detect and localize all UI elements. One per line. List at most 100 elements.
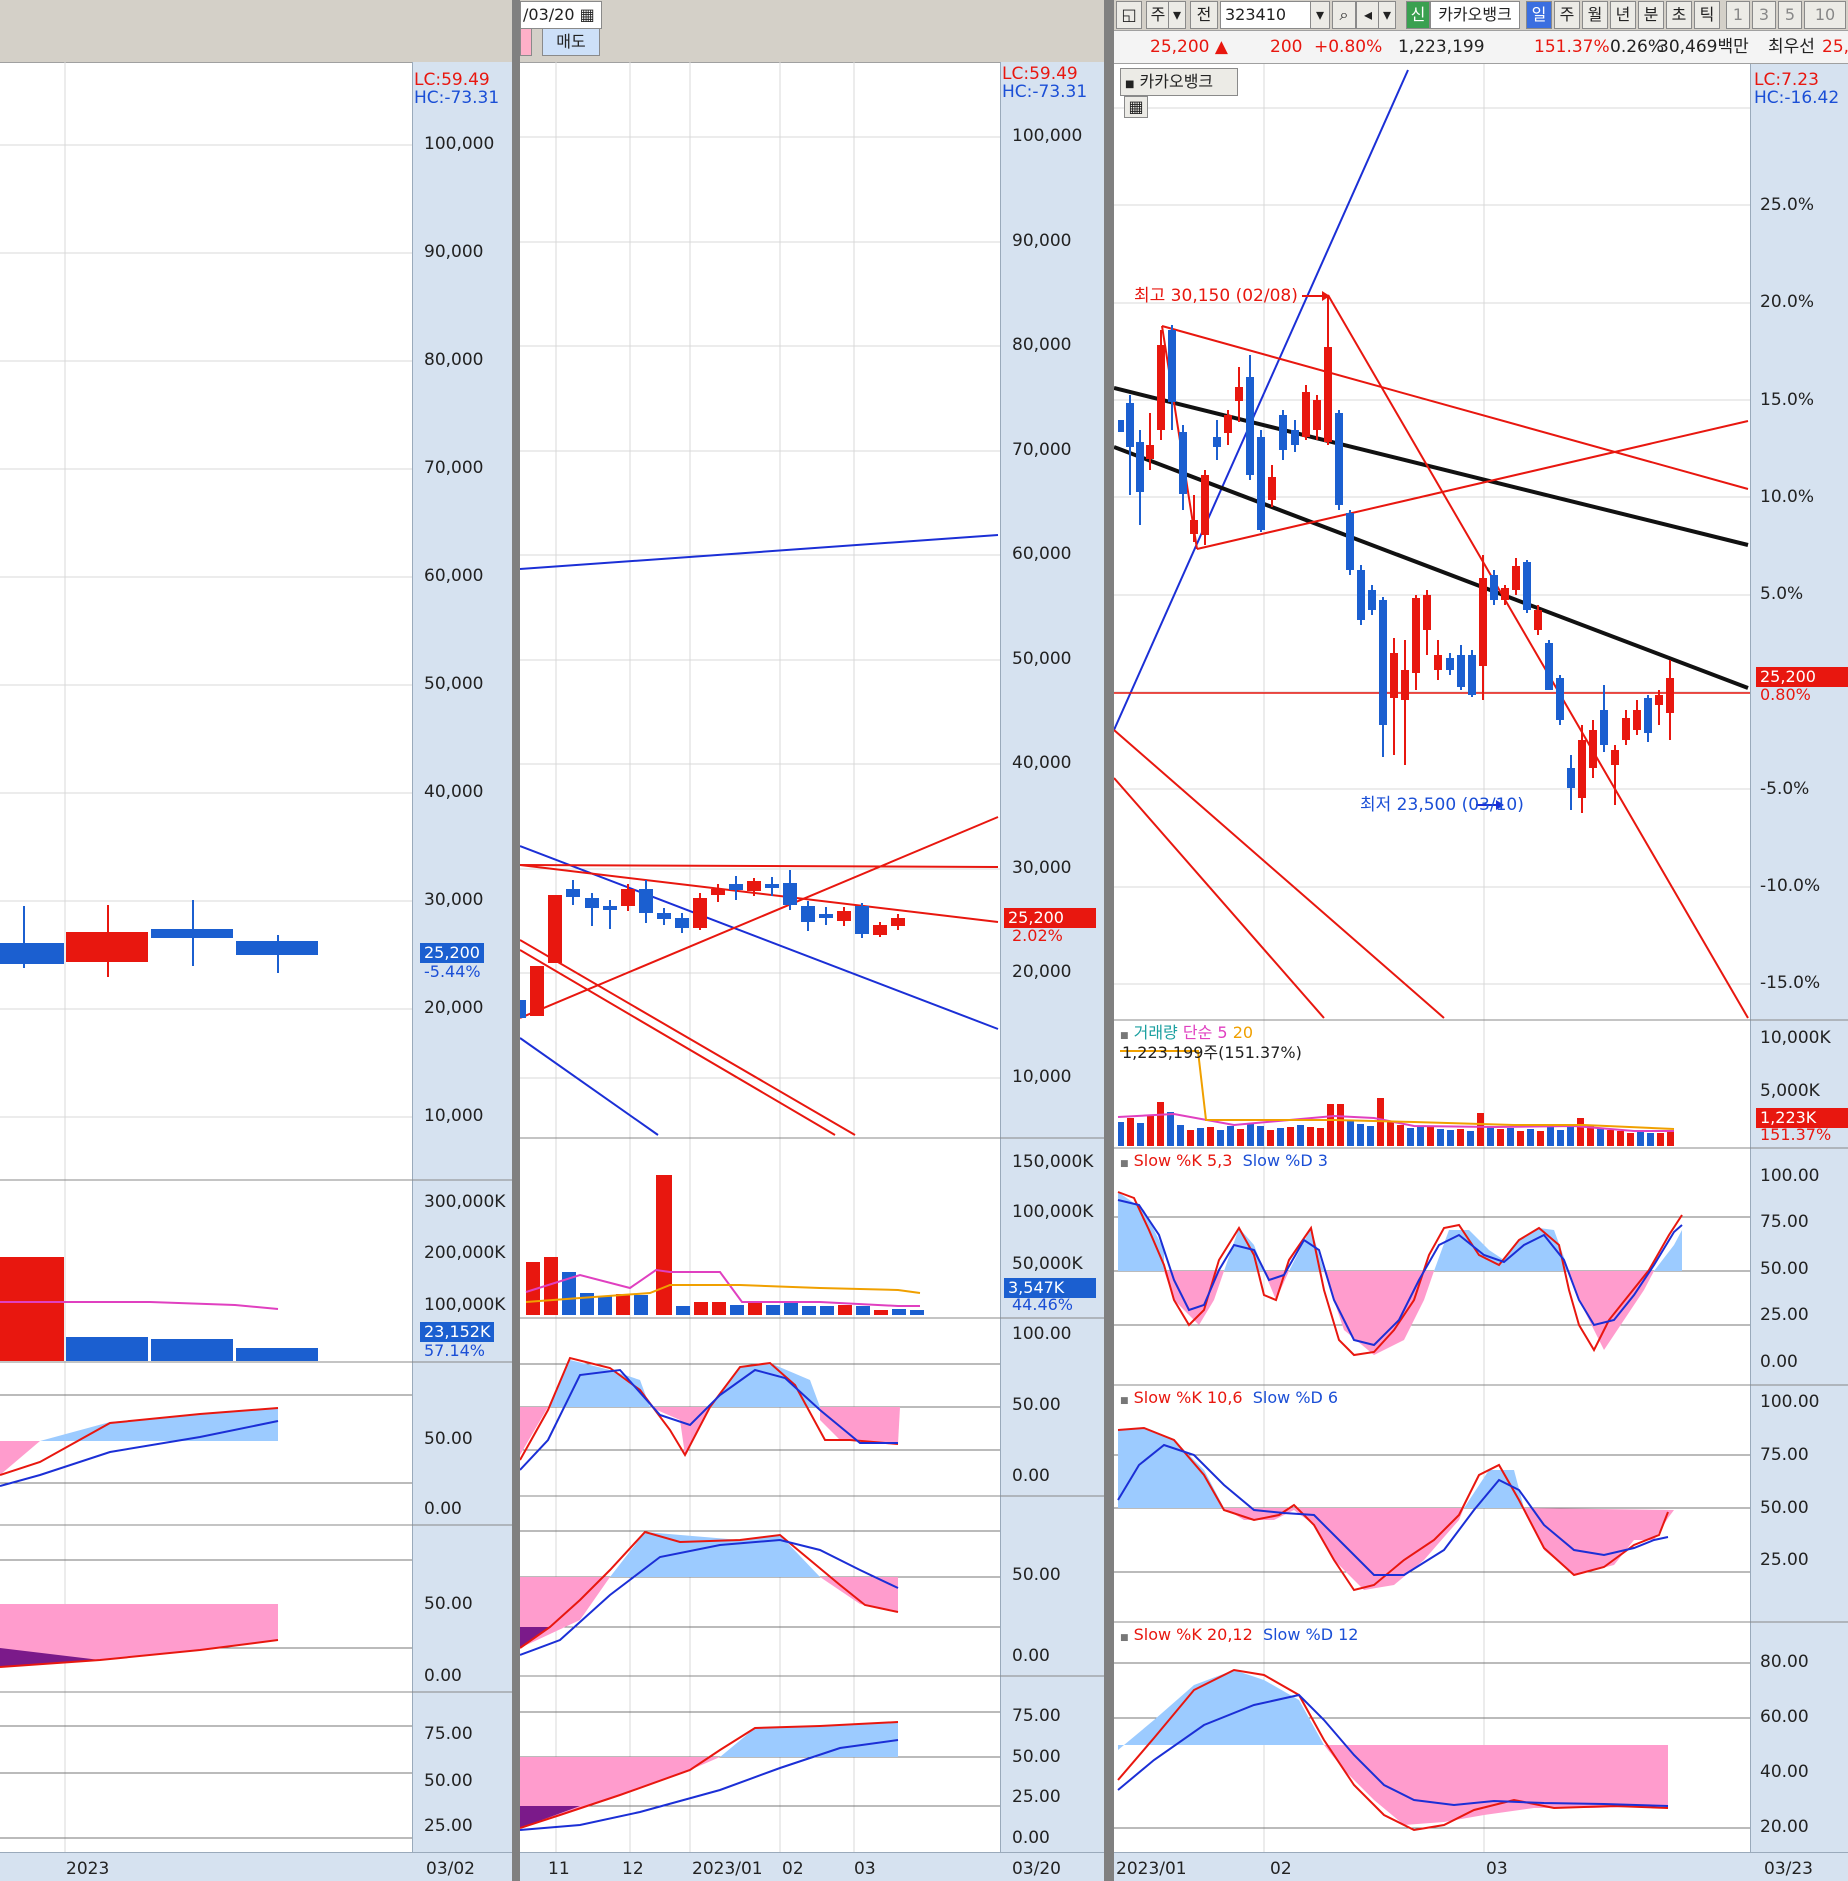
stoch2-tick: 50.00 (1760, 1498, 1809, 1518)
chevron-down-icon[interactable]: ▾ (1168, 1, 1186, 29)
middle-chart-svg[interactable] (520, 0, 1104, 1881)
right-lc-label: LC:7.23 (1754, 70, 1819, 90)
left-price-tick: 40,000 (424, 782, 484, 802)
right-vol-pct: 151.37% (1760, 1125, 1832, 1144)
left-pane-header (0, 0, 512, 63)
tab-day[interactable]: 일 (1526, 1, 1552, 29)
window-icon[interactable]: ◱ (1116, 1, 1142, 29)
interval-1[interactable]: 1 (1726, 1, 1750, 29)
left-price-tick: 70,000 (424, 458, 484, 478)
left-vol-pct: 57.14% (424, 1341, 486, 1360)
left-osc2-tick: 0.00 (424, 1666, 462, 1686)
sell-button[interactable]: 매도 (542, 28, 600, 56)
right-x-axis (1114, 1852, 1848, 1881)
right-pct-tick: -15.0% (1760, 973, 1821, 993)
right-pct-tick: 15.0% (1760, 390, 1815, 410)
right-volume-bars (1117, 1050, 1675, 1146)
stoch1-d-label: Slow %D 3 (1242, 1151, 1328, 1170)
period-select[interactable]: 주 (1146, 1, 1170, 29)
left-chart-pane[interactable]: LC:59.49 HC:-73.31 100,000 90,000 80,000… (0, 0, 512, 1881)
middle-price-tick: 20,000 (1012, 962, 1072, 982)
stoch1-k-label: Slow %K 5,3 (1133, 1151, 1233, 1170)
middle-pane-header (520, 0, 1104, 63)
tab-month[interactable]: 월 (1582, 1, 1608, 29)
left-osc1-tick: 50.00 (424, 1429, 473, 1449)
stoch3-k-label: Slow %K 20,12 (1133, 1625, 1253, 1644)
quote-amount: 30,469백만 (1658, 37, 1749, 57)
pane-splitter[interactable] (1104, 0, 1114, 1881)
stoch1-tick: 25.00 (1760, 1305, 1809, 1325)
left-vol-tick: 200,000K (424, 1243, 506, 1263)
interval-5[interactable]: 5 (1778, 1, 1802, 29)
middle-price-pct: 2.02% (1012, 926, 1063, 945)
right-pct-tick: 20.0% (1760, 292, 1815, 312)
volume-info: 1,223,199주(151.37%) (1122, 1043, 1302, 1062)
middle-price-tag: 25,200 (1004, 908, 1096, 928)
tab-minute[interactable]: 분 (1638, 1, 1664, 29)
buy-button[interactable] (520, 28, 532, 56)
quote-change-pct: +0.80% (1314, 37, 1383, 57)
volume-title-text: 거래량 (1133, 1023, 1178, 1042)
right-chart-title-text: 카카오뱅크 (1139, 72, 1214, 91)
chevron-down-icon[interactable]: ▾ (1310, 1, 1330, 29)
right-date-label: 03/23 (1764, 1859, 1813, 1879)
right-chart-pane[interactable]: ◱ 주 ▾ 전 323410 ▾ ⌕ ◂ ▾ 신 카카오뱅크 일 주 월 년 분… (1114, 0, 1848, 1881)
quote-vol-ratio: 151.37% (1534, 37, 1610, 57)
right-candles (1118, 295, 1674, 813)
left-osc3-tick: 50.00 (424, 1771, 473, 1791)
left-price-tick: 20,000 (424, 998, 484, 1018)
tab-week[interactable]: 주 (1554, 1, 1580, 29)
right-pct-tick: -10.0% (1760, 876, 1821, 896)
right-price-axis[interactable] (1750, 64, 1848, 1881)
stock-name: 카카오뱅크 (1430, 1, 1520, 29)
right-chart-svg[interactable] (1114, 0, 1848, 1881)
interval-10[interactable]: 10 (1804, 1, 1846, 29)
left-x-label: 2023 (66, 1859, 110, 1879)
middle-x-label: 03 (854, 1859, 876, 1879)
prev-button[interactable]: 전 (1190, 1, 1218, 29)
right-vol-tick: 5,000K (1760, 1081, 1820, 1101)
middle-osc2-tick: 0.00 (1012, 1646, 1050, 1666)
right-chart-title[interactable]: ■ 카카오뱅크 (1120, 68, 1238, 96)
middle-vol-tag: 3,547K (1004, 1278, 1096, 1298)
left-price-axis[interactable] (412, 62, 512, 1881)
quote-bid: 25, (1822, 37, 1848, 57)
middle-osc2-tick: 50.00 (1012, 1565, 1061, 1585)
middle-chart-pane[interactable]: /03/20 ▦ 매도 (520, 0, 1104, 1881)
search-icon[interactable]: ⌕ (1332, 1, 1356, 29)
left-price-tick: 100,000 (424, 134, 495, 154)
middle-osc3-tick: 25.00 (1012, 1787, 1061, 1807)
middle-hc-label: HC:-73.31 (1002, 82, 1088, 102)
middle-price-tick: 100,000 (1012, 126, 1083, 146)
right-pct-tick: -5.0% (1760, 779, 1810, 799)
quote-turnover: 0.26% (1610, 37, 1665, 57)
middle-price-tick: 90,000 (1012, 231, 1072, 251)
middle-osc1-tick: 50.00 (1012, 1395, 1061, 1415)
grid-icon[interactable]: ▦ (1124, 96, 1148, 118)
middle-x-label: 12 (622, 1859, 644, 1879)
tab-second[interactable]: 초 (1666, 1, 1692, 29)
left-price-tick: 10,000 (424, 1106, 484, 1126)
left-x-axis (0, 1852, 512, 1881)
left-date-label: 03/02 (426, 1859, 475, 1879)
right-x-label: 03 (1486, 1859, 1508, 1879)
middle-vol-tick: 50,000K (1012, 1254, 1083, 1274)
left-chart-svg[interactable] (0, 0, 512, 1881)
calendar-icon[interactable]: ▦ (579, 5, 595, 24)
interval-3[interactable]: 3 (1752, 1, 1776, 29)
pane-splitter[interactable] (512, 0, 520, 1881)
chevron-down-icon[interactable]: ▾ (1378, 1, 1396, 29)
tab-year[interactable]: 년 (1610, 1, 1636, 29)
high-annotation: 최고 30,150 (02/08) (1134, 286, 1298, 306)
small-square-icon: ■ (1120, 1633, 1129, 1643)
tab-tick[interactable]: 틱 (1694, 1, 1720, 29)
middle-osc1-tick: 0.00 (1012, 1466, 1050, 1486)
left-vol-tick: 100,000K (424, 1295, 506, 1315)
credit-badge[interactable]: 신 (1406, 1, 1430, 29)
stock-code-input[interactable]: 323410 (1220, 1, 1312, 29)
left-vol-tick: 300,000K (424, 1192, 506, 1212)
stoch2-title: ■ Slow %K 10,6 Slow %D 6 (1120, 1388, 1338, 1411)
middle-price-axis[interactable] (1000, 62, 1104, 1881)
stoch2-tick: 100.00 (1760, 1392, 1820, 1412)
small-square-icon: ■ (1120, 1031, 1129, 1041)
